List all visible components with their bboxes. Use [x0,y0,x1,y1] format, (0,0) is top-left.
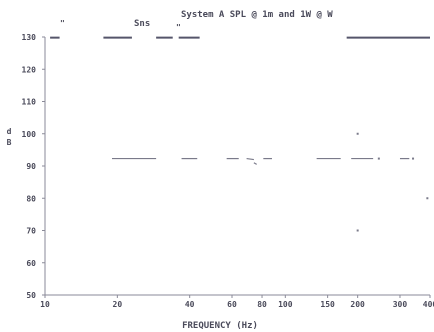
legend-label: Sns [134,19,150,29]
y-tick-label: 60 [26,259,36,268]
y-axis-label-char: B [7,138,12,147]
data-point [426,197,429,200]
x-tick-label: 200 [350,300,365,309]
y-tick-label: 100 [22,130,37,139]
data-point [356,229,359,232]
data-point [356,132,359,135]
x-tick-label: 40 [185,300,195,309]
x-tick-label: 60 [227,300,237,309]
y-tick-label: 130 [22,33,37,42]
x-tick-label: 100 [278,300,293,309]
y-tick-label: 50 [26,291,36,300]
x-tick-label: 400 [423,300,434,309]
y-tick-label: 80 [26,194,36,203]
y-tick-label: 110 [22,98,37,107]
header-left-mark: " [60,19,65,28]
x-tick-label: 20 [113,300,123,309]
y-tick-label: 70 [26,227,36,236]
y-tick-label: 90 [26,162,36,171]
x-tick-label: 300 [393,300,408,309]
data-point [412,157,415,160]
chart-title: System A SPL @ 1m and 1W @ W [181,10,333,20]
x-tick-label: 150 [320,300,335,309]
legend-mark: " [176,23,181,32]
data-point [377,157,380,160]
x-tick-label: 80 [257,300,267,309]
series-segment [253,162,257,165]
x-axis-label: FREQUENCY (Hz) [182,321,258,331]
y-axis-label-char: d [7,127,12,136]
x-tick-label: 10 [40,300,50,309]
y-tick-label: 120 [22,65,37,74]
series-segment [246,157,254,161]
